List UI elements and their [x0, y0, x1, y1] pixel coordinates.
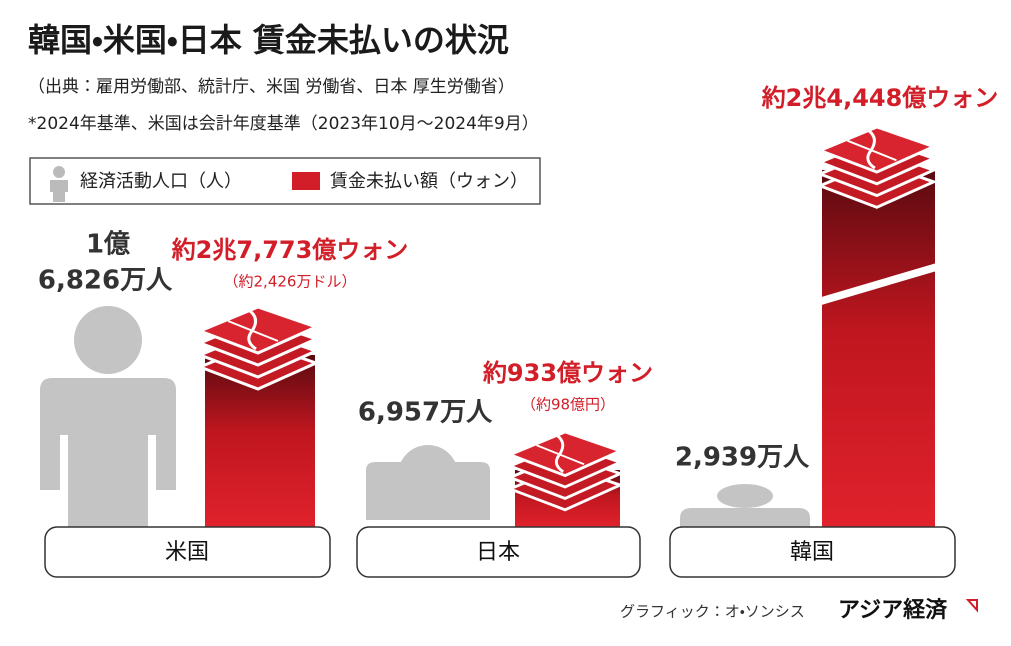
population: 6,957万人: [358, 398, 493, 428]
source: （出典：雇用労働部、統計庁、米国 労働省、日本 厚生労働省）: [28, 77, 515, 97]
legend-unpaid: 賃金未払い額（ウォン）: [330, 171, 528, 192]
unpaid-amount: 約933億ウォン: [482, 359, 653, 387]
legend-population: 経済活動人口（人）: [80, 171, 242, 192]
title: 韓国・米国・日本 賃金未払いの状況: [28, 21, 509, 59]
japan-group: 6,957万人 約933億ウォン （約98億円） 日本: [356, 359, 653, 578]
unpaid-note: （約2,426万ドル）: [224, 273, 357, 291]
person-icon: [717, 484, 773, 508]
legend: 経済活動人口（人） 賃金未払い額（ウォン）: [29, 157, 541, 205]
population: 1億: [86, 230, 130, 260]
bar: [822, 170, 935, 527]
population: 6,826万人: [38, 266, 173, 296]
unpaid-amount: 約2兆7,773億ウォン: [171, 236, 409, 264]
korea-group: 2,939万人 約2兆4,448億ウォン 韓国: [669, 84, 999, 578]
legend-swatch: [292, 172, 320, 190]
note: *2024年基準、米国は会計年度基準（2023年10月～2024年9月）: [28, 114, 539, 134]
us-group: 1億 6,826万人 約2兆7,773億ウォン （約2,426万ドル） 米国: [38, 230, 408, 578]
country-label: 米国: [165, 540, 209, 565]
country-label: 韓国: [790, 540, 834, 565]
country-label: 日本: [476, 540, 520, 565]
person-icon: [680, 508, 810, 527]
unpaid-note: （約98億円）: [521, 396, 615, 414]
brand: アジア経済: [838, 597, 948, 623]
unpaid-amount: 約2兆4,448億ウォン: [761, 84, 999, 112]
credit: グラフィック：オ・ソンシス: [620, 603, 805, 621]
person-icon: [366, 462, 490, 520]
bar-break: [818, 262, 940, 306]
person-icon: [40, 306, 176, 555]
brand-mark: [965, 599, 978, 613]
population: 2,939万人: [675, 443, 810, 473]
